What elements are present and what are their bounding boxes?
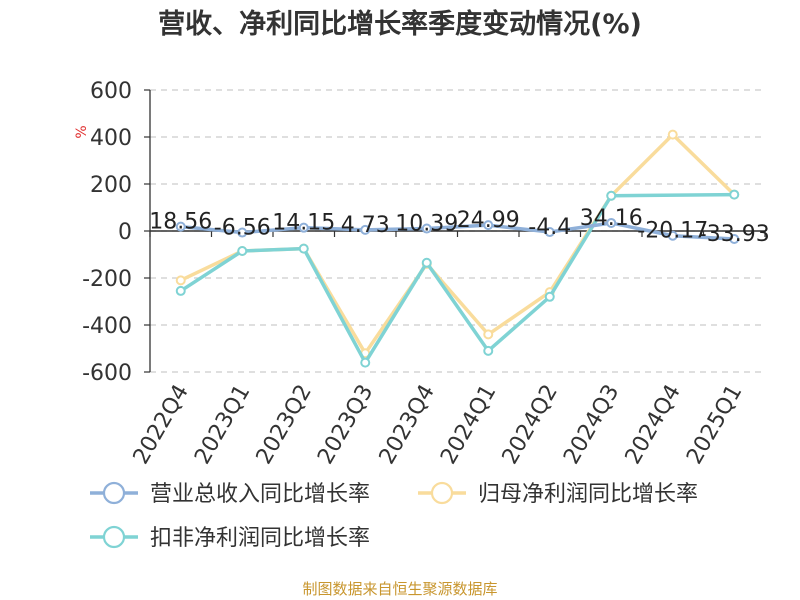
x-tick-label: 2024Q1	[436, 381, 501, 469]
y-tick-label: 400	[90, 126, 132, 151]
data-point	[483, 220, 494, 231]
data-point	[667, 230, 678, 241]
data-point	[298, 222, 309, 233]
x-axis: 2022Q42023Q12023Q22023Q32023Q42024Q12024…	[129, 230, 766, 469]
data-point	[667, 129, 678, 140]
data-point	[175, 285, 186, 296]
y-tick-label: -400	[82, 314, 132, 339]
data-label: -4.4	[528, 215, 571, 240]
x-tick-label: 2023Q1	[190, 381, 255, 469]
data-point	[729, 233, 740, 244]
series-lines	[175, 129, 740, 368]
y-tick-label: 600	[90, 79, 132, 104]
data-label: 10.39	[395, 212, 458, 237]
data-point	[729, 189, 740, 200]
x-tick-label: 2022Q4	[129, 381, 194, 469]
data-point	[175, 221, 186, 232]
data-label: 14.15	[272, 211, 335, 236]
source-note: 制图数据来自恒生聚源数据库	[302, 580, 497, 598]
x-tick-label: 2023Q4	[375, 381, 440, 469]
y-axis: 600 400 200 0 -200 -400 -600	[82, 79, 151, 386]
data-label: 24.99	[457, 208, 520, 233]
legend-label: 归母净利润同比增长率	[478, 482, 698, 507]
x-tick-label: 2023Q2	[252, 381, 317, 469]
y-tick-label: 0	[118, 220, 132, 245]
data-point	[606, 190, 617, 201]
data-point	[544, 227, 555, 238]
data-point	[483, 345, 494, 356]
data-label: -33.93	[699, 222, 770, 247]
y-tick-label: 200	[90, 173, 132, 198]
data-label: 34.16	[580, 206, 643, 231]
legend-label: 扣非净利润同比增长率	[150, 526, 370, 551]
legend-swatch-marker	[102, 481, 126, 505]
x-tick-label: 2025Q1	[682, 381, 747, 469]
data-point	[360, 224, 371, 235]
legend-label: 营业总收入同比增长率	[150, 482, 370, 507]
legend-item[interactable]: 扣非净利润同比增长率	[90, 525, 370, 551]
y-axis-label: %	[74, 125, 90, 138]
data-label: -20.17	[637, 219, 708, 244]
data-point	[175, 275, 186, 286]
legend-item[interactable]: 营业总收入同比增长率	[90, 481, 370, 507]
data-label: 18.56	[149, 210, 212, 235]
y-tick-label: -600	[82, 361, 132, 386]
series-line	[179, 132, 736, 355]
data-label: 4.73	[341, 213, 390, 238]
x-tick-label: 2023Q3	[313, 381, 378, 469]
chart-title: 营收、净利同比增长率季度变动情况(%)	[158, 8, 642, 40]
data-point	[421, 223, 432, 234]
legend-item[interactable]: 归母净利润同比增长率	[418, 481, 698, 507]
data-point	[298, 243, 309, 254]
data-point	[544, 291, 555, 302]
x-tick-label: 2024Q3	[559, 381, 624, 469]
data-point	[421, 257, 432, 268]
y-tick-label: -200	[82, 267, 132, 292]
legend-swatch-marker	[102, 525, 126, 549]
series-line	[180, 221, 735, 241]
legend-swatch-marker	[430, 481, 454, 505]
data-label: -6.56	[214, 216, 271, 241]
data-point	[237, 245, 248, 256]
data-point	[483, 329, 494, 340]
data-point	[360, 357, 371, 368]
data-point	[606, 217, 617, 228]
data-point	[237, 227, 248, 238]
x-tick-label: 2024Q2	[498, 381, 563, 469]
x-tick-label: 2024Q4	[621, 381, 686, 469]
